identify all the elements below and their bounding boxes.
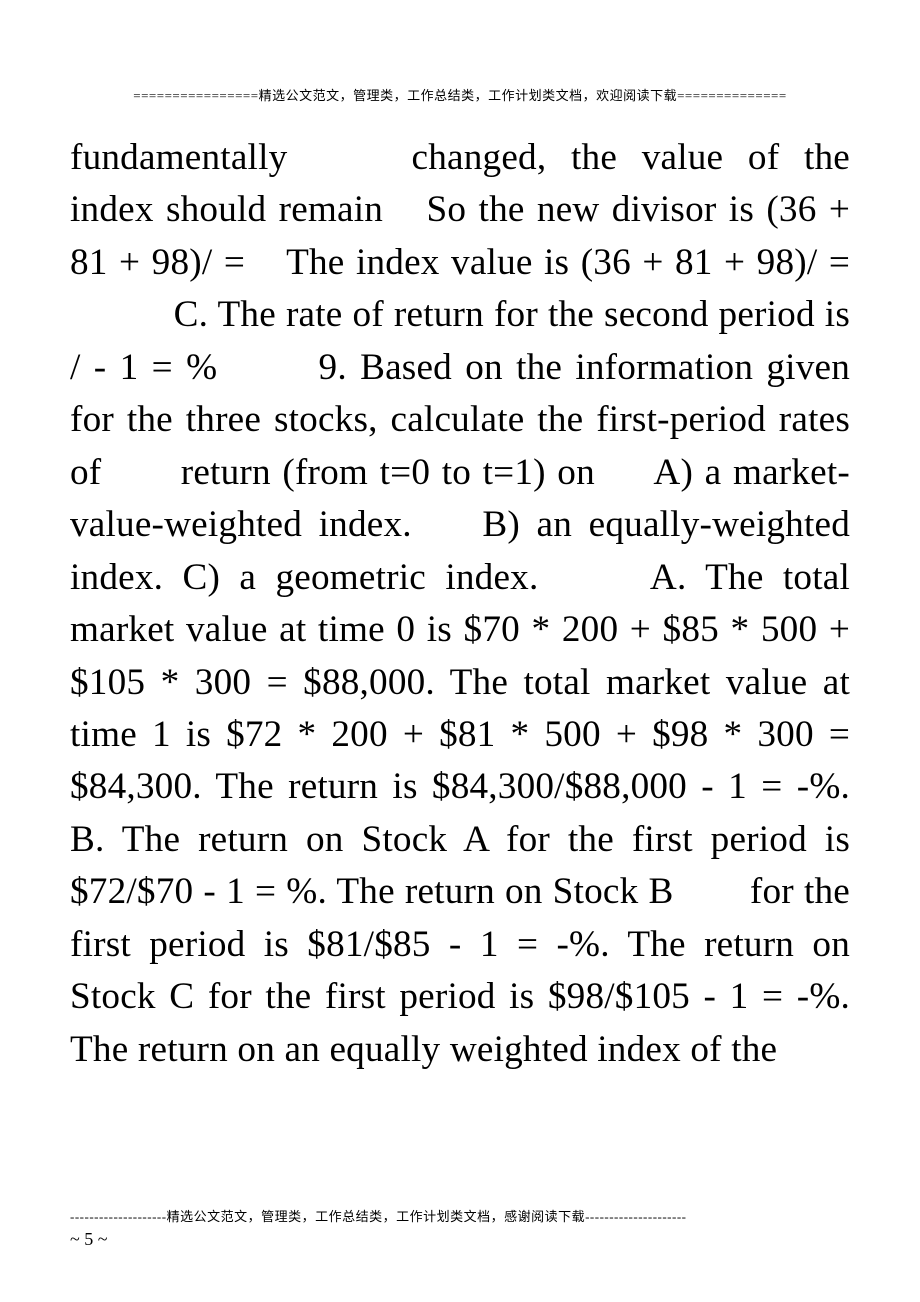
document-body-text: fundamentally changed, the value of the … [70, 132, 850, 1076]
page-footer-area: --------------------精选公文范文，管理类，工作总结类，工作计… [70, 1206, 850, 1250]
page-number: ~ 5 ~ [70, 1229, 850, 1250]
page-header: ================精选公文范文，管理类，工作总结类，工作计划类文档… [70, 85, 850, 104]
page-container: ================精选公文范文，管理类，工作总结类，工作计划类文档… [0, 0, 920, 1302]
page-footer-line: --------------------精选公文范文，管理类，工作总结类，工作计… [70, 1206, 850, 1225]
